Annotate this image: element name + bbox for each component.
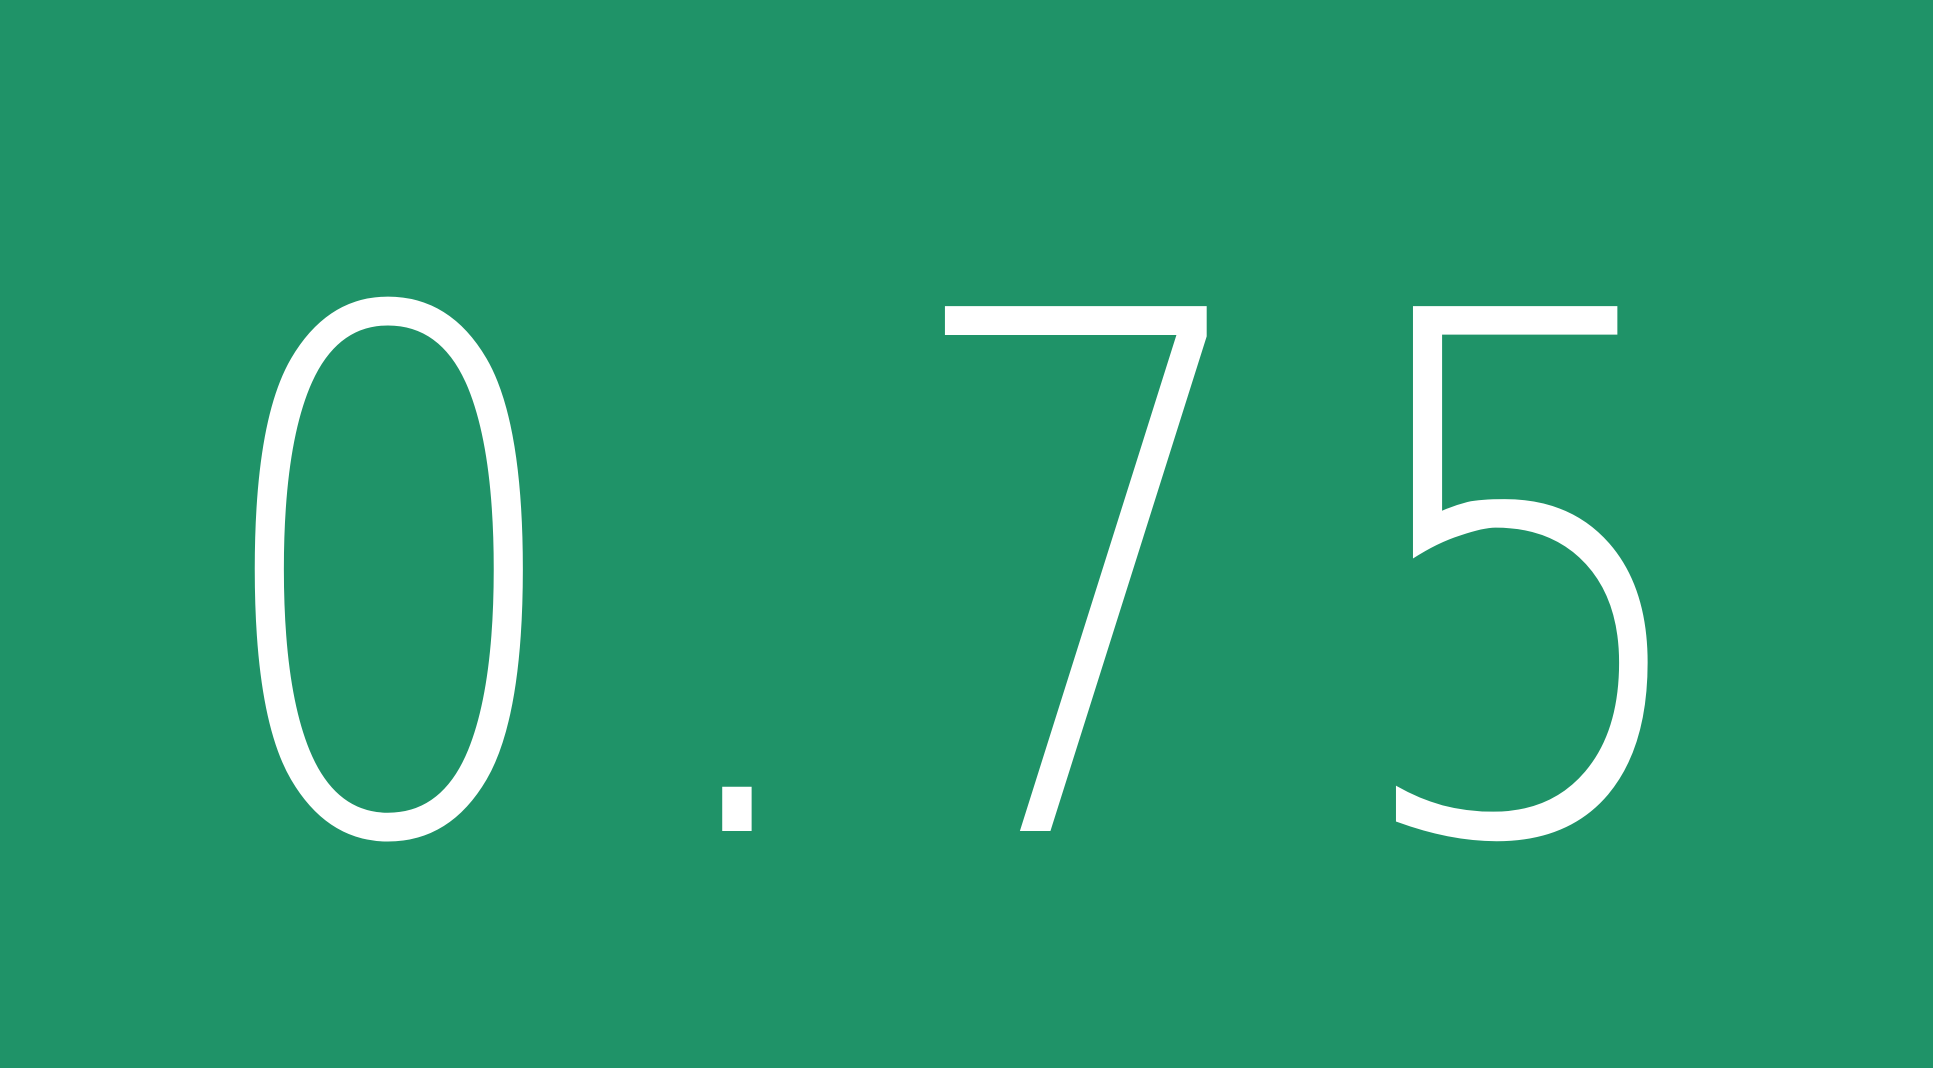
- value-display: 0.75: [202, 163, 1779, 1001]
